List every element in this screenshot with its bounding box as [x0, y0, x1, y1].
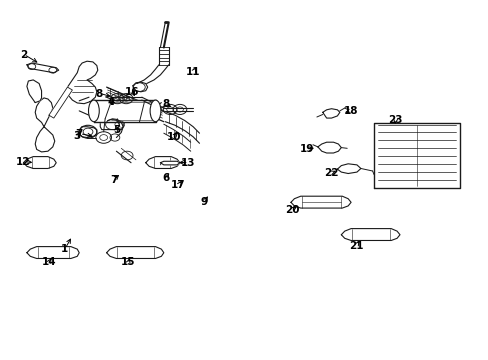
Text: 9: 9 [201, 197, 207, 207]
Polygon shape [337, 164, 360, 174]
Text: 18: 18 [343, 106, 358, 116]
Text: 7: 7 [109, 175, 117, 185]
Polygon shape [373, 123, 459, 188]
Text: 20: 20 [285, 204, 299, 215]
Text: 11: 11 [185, 67, 200, 77]
Polygon shape [35, 127, 55, 152]
Polygon shape [35, 98, 53, 127]
Text: 17: 17 [171, 180, 185, 190]
Polygon shape [317, 142, 341, 153]
Polygon shape [322, 109, 339, 118]
Text: 4: 4 [107, 96, 115, 107]
Text: 14: 14 [41, 257, 56, 267]
Text: 6: 6 [163, 173, 169, 183]
Polygon shape [49, 87, 72, 118]
Polygon shape [341, 229, 399, 240]
Polygon shape [23, 157, 56, 168]
Polygon shape [100, 120, 123, 130]
Text: 19: 19 [299, 144, 314, 154]
Polygon shape [160, 161, 180, 165]
Polygon shape [106, 247, 163, 258]
Text: 7: 7 [75, 129, 83, 139]
Polygon shape [145, 157, 180, 168]
Text: 3: 3 [74, 131, 81, 141]
Text: 12: 12 [16, 157, 31, 167]
Text: 2: 2 [20, 50, 27, 60]
Text: 8: 8 [95, 89, 102, 99]
Ellipse shape [88, 100, 99, 122]
Text: 10: 10 [166, 132, 181, 142]
Text: 16: 16 [124, 87, 139, 97]
Text: 22: 22 [324, 168, 338, 178]
Polygon shape [27, 247, 79, 258]
Text: 21: 21 [348, 240, 363, 251]
Text: 1: 1 [61, 244, 68, 254]
Text: 15: 15 [121, 257, 135, 267]
Text: 13: 13 [181, 158, 195, 168]
Polygon shape [290, 196, 350, 208]
Ellipse shape [150, 100, 161, 122]
Polygon shape [67, 61, 98, 104]
Text: 8: 8 [163, 99, 169, 109]
Polygon shape [94, 100, 155, 122]
Text: 23: 23 [387, 114, 402, 125]
Polygon shape [27, 80, 41, 103]
Text: 5: 5 [113, 125, 120, 135]
